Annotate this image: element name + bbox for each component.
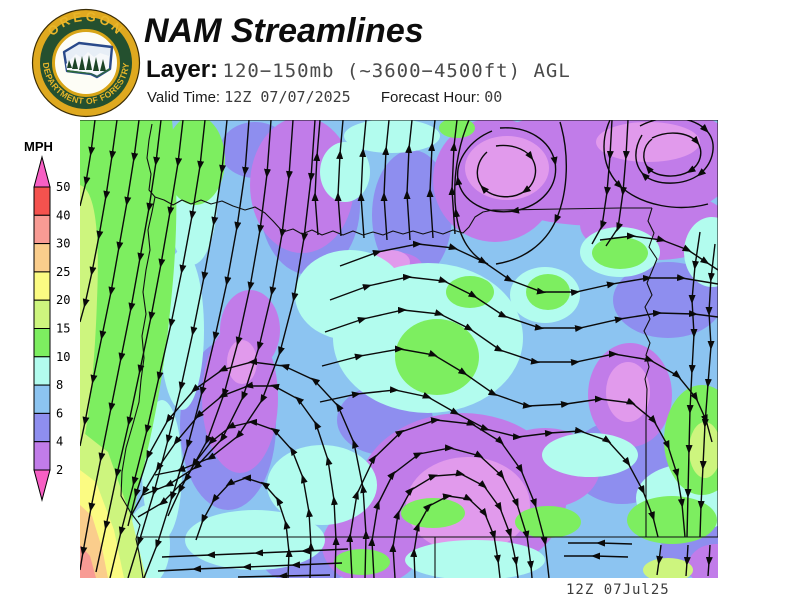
svg-text:25: 25 (56, 265, 70, 279)
valid-time-value: 12Z 07/07/2025 (224, 88, 351, 106)
streamline-map (80, 120, 718, 583)
svg-text:2: 2 (56, 463, 63, 477)
logo-state-emblem (62, 41, 114, 79)
columbia-river-border (154, 196, 652, 236)
forecast-hour-label: Forecast Hour: (380, 89, 481, 106)
svg-text:10: 10 (56, 350, 70, 364)
svg-text:8: 8 (56, 378, 63, 392)
coastline (120, 123, 156, 578)
odf-logo: OREGON DEPARTMENT OF FORESTRY (31, 7, 141, 119)
forecast-hour-value: 00 (484, 88, 503, 106)
svg-text:15: 15 (56, 322, 70, 336)
svg-text:50: 50 (56, 180, 70, 194)
legend-colorbar: 50 40 30 25 20 15 10 8 6 4 2 (33, 155, 70, 502)
layer-value: 120−150mb (~3600−4500ft) AGL (222, 60, 571, 82)
valid-time-label: Valid Time: (147, 89, 221, 106)
legend-units-label: MPH (24, 139, 53, 154)
snake-river-border (643, 207, 658, 537)
svg-text:30: 30 (56, 237, 70, 251)
svg-text:40: 40 (56, 208, 70, 222)
valid-time-line: Valid Time: 12Z 07/07/2025 Forecast Hour… (147, 88, 502, 106)
svg-text:6: 6 (56, 406, 63, 420)
layer-line: Layer: 120−150mb (~3600−4500ft) AGL (146, 56, 571, 84)
map-timestamp: 12Z 07Jul25 (566, 582, 670, 598)
wind-speed-legend: 50 40 30 25 20 15 10 8 6 4 2 (30, 153, 76, 510)
svg-text:20: 20 (56, 293, 70, 307)
layer-label: Layer: (146, 56, 219, 83)
page-title: NAM Streamlines (144, 12, 424, 50)
svg-text:4: 4 (56, 435, 63, 449)
state-borders (120, 123, 718, 578)
